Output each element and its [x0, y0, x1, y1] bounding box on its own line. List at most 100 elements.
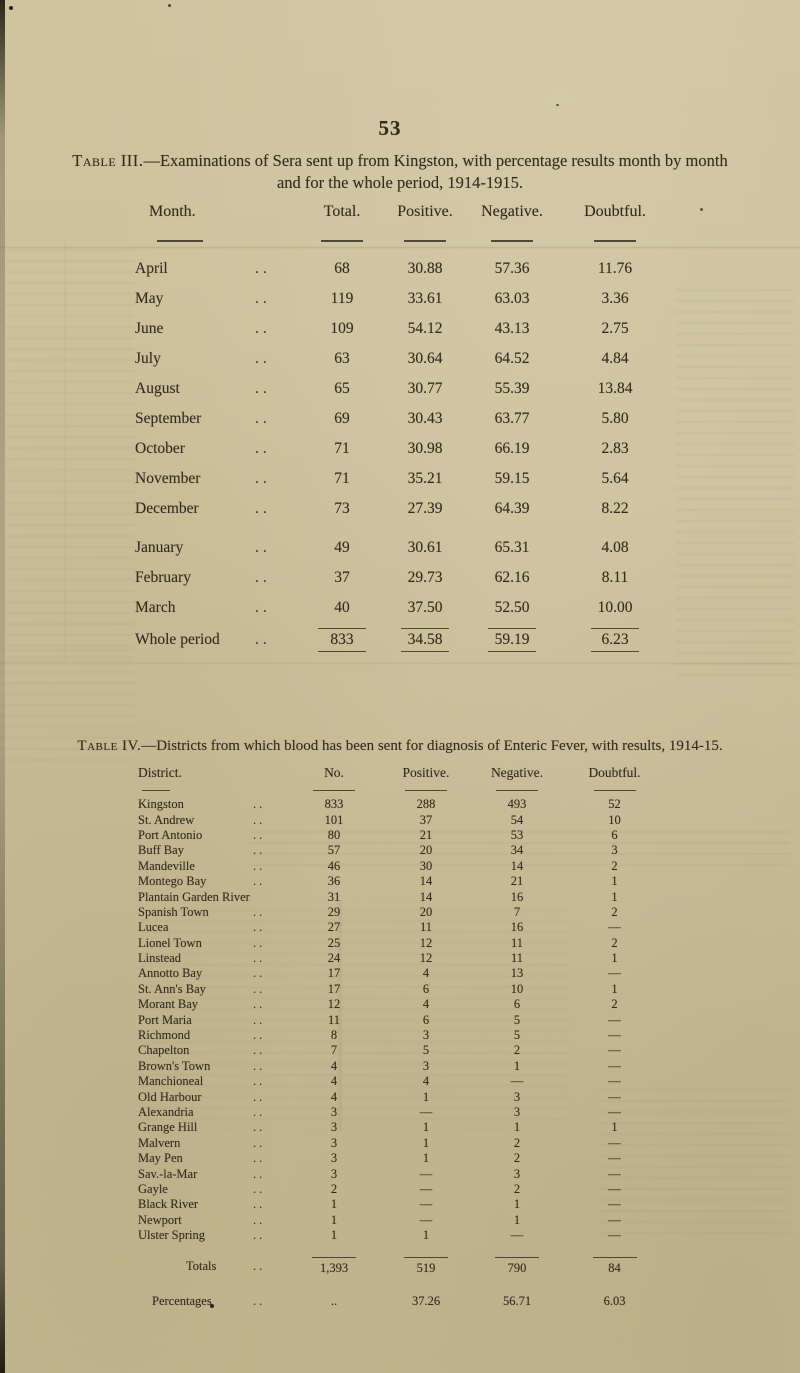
doubtful-value: — — [608, 1197, 621, 1212]
negative-value: 63.03 — [494, 290, 530, 307]
table-row: Gayle .. 2 — 2 — — [138, 1182, 672, 1197]
leader-dots: .. — [253, 1228, 266, 1243]
leader-dots: .. — [253, 1105, 266, 1119]
row-label: Spanish Town — [138, 904, 209, 919]
count-value: 1 — [330, 1212, 338, 1227]
negative-value: 64.52 — [494, 350, 530, 367]
header-rule — [381, 240, 469, 242]
leader-dots: .. — [253, 920, 266, 935]
count-value: 4 — [330, 1074, 338, 1089]
table-row: Black River .. 1 — 1 — — [138, 1197, 672, 1212]
leader-dots: .. — [255, 599, 271, 616]
count-value: 4 — [330, 1089, 338, 1104]
doubtful-value: — — [608, 920, 621, 935]
doubtful-value: 2 — [611, 904, 618, 919]
table-iv-caption-text: —Districts from which blood has been sen… — [141, 738, 723, 754]
header-rule — [303, 240, 381, 242]
table-row: November .. 71 35.21 59.15 5.64 — [135, 464, 675, 494]
leader-dots: .. — [253, 981, 266, 996]
leader-dots: .. — [253, 904, 266, 919]
row-label: Mandeville — [138, 858, 195, 873]
row-label: May Pen — [138, 1151, 183, 1166]
count-value: 101 — [324, 812, 344, 827]
leader-dots: .. — [253, 797, 266, 812]
doubtful-value: — — [608, 1212, 621, 1227]
scan-speck — [9, 6, 13, 10]
positive-value: 30.77 — [407, 380, 443, 397]
positive-value: 11 — [419, 920, 433, 935]
positive-value: 30.64 — [407, 350, 443, 367]
count-value: 17 — [327, 981, 341, 996]
positive-value: 12 — [419, 935, 433, 950]
positive-value: 1 — [422, 1120, 430, 1135]
table-row: Mandeville .. 46 30 14 2 — [138, 859, 672, 874]
table-row: Old Harbour .. 4 1 3 — — [138, 1089, 672, 1104]
row-label: St. Andrew — [138, 812, 195, 827]
leader-dots: .. — [255, 569, 271, 586]
count-value: 3 — [330, 1120, 338, 1135]
row-label: Grange Hill — [138, 1120, 198, 1135]
doubtful-value: 13.84 — [597, 380, 633, 397]
negative-value: 3 — [513, 1166, 521, 1181]
leader-dots: .. — [255, 470, 271, 487]
row-label: March — [135, 599, 176, 616]
header-rule — [477, 789, 557, 792]
count-value: 49 — [334, 539, 350, 556]
header-rule — [293, 789, 375, 792]
row-label: Kingston — [138, 797, 184, 812]
count-value: 46 — [327, 858, 341, 873]
table-row: Brown's Town .. 4 3 1 — — [138, 1059, 672, 1074]
table-row: January .. 49 30.61 65.31 4.08 — [135, 533, 675, 563]
bleed-through-rule — [0, 663, 800, 664]
doubtful-value: 1 — [611, 1120, 618, 1135]
leader-dots: .. — [255, 320, 271, 337]
positive-value: 12 — [419, 951, 433, 966]
positive-value: — — [419, 1181, 433, 1196]
doubtful-value: — — [608, 1028, 621, 1043]
leader-dots: .. — [253, 1197, 266, 1212]
positive-value: 34.58 — [381, 628, 469, 653]
row-label: December — [135, 500, 199, 517]
leader-dots: .. — [253, 1151, 266, 1166]
doubtful-value: 4.08 — [601, 539, 629, 556]
table-row: Grange Hill .. 3 1 1 1 — [138, 1120, 672, 1135]
table-iv-header-row: District. No. Positive. Negative. Doubtf… — [138, 762, 672, 784]
negative-value: 2 — [513, 1043, 521, 1058]
negative-value: 54 — [510, 812, 524, 827]
count-value: 4 — [330, 1058, 338, 1073]
table-row: Lucea .. 27 11 16 — — [138, 920, 672, 935]
count-value: 119 — [330, 290, 354, 307]
row-label: Alexandria — [138, 1105, 194, 1119]
positive-value: — — [419, 1197, 433, 1212]
negative-value: 5 — [513, 1012, 521, 1027]
negative-value: 6 — [513, 997, 521, 1012]
row-label: Gayle — [138, 1181, 168, 1196]
negative-value: 16 — [510, 889, 524, 904]
header-rule — [557, 789, 672, 792]
count-value: 3 — [330, 1135, 338, 1150]
table-row: March .. 40 37.50 52.50 10.00 — [135, 593, 675, 623]
column-header-month: Month. — [149, 203, 196, 220]
leader-dots: .. — [255, 539, 271, 556]
row-label: Ulster Spring — [138, 1228, 206, 1243]
doubtful-value: 3.36 — [601, 290, 629, 307]
negative-value: 13 — [510, 966, 524, 981]
row-label: Morant Bay — [138, 997, 199, 1012]
leader-dots: .. — [253, 1028, 266, 1043]
negative-value: 66.19 — [494, 440, 530, 457]
count-value: 2 — [330, 1181, 338, 1196]
table-row: Malvern .. 3 1 2 — — [138, 1136, 672, 1151]
negative-value: 1 — [513, 1058, 521, 1073]
leader-dots: .. — [255, 290, 271, 307]
negative-value: 21 — [510, 874, 524, 889]
totals-label: Totals — [186, 1258, 217, 1273]
count-value: 63 — [334, 350, 350, 367]
positive-value: 1 — [422, 1151, 430, 1166]
doubtful-value: — — [608, 1058, 621, 1073]
table-row: October .. 71 30.98 66.19 2.83 — [135, 434, 675, 464]
doubtful-value: 2.75 — [601, 320, 629, 337]
positive-value: 6 — [422, 981, 430, 996]
positive-value: 288 — [416, 797, 436, 812]
table-row: Newport .. 1 — 1 — — [138, 1213, 672, 1228]
